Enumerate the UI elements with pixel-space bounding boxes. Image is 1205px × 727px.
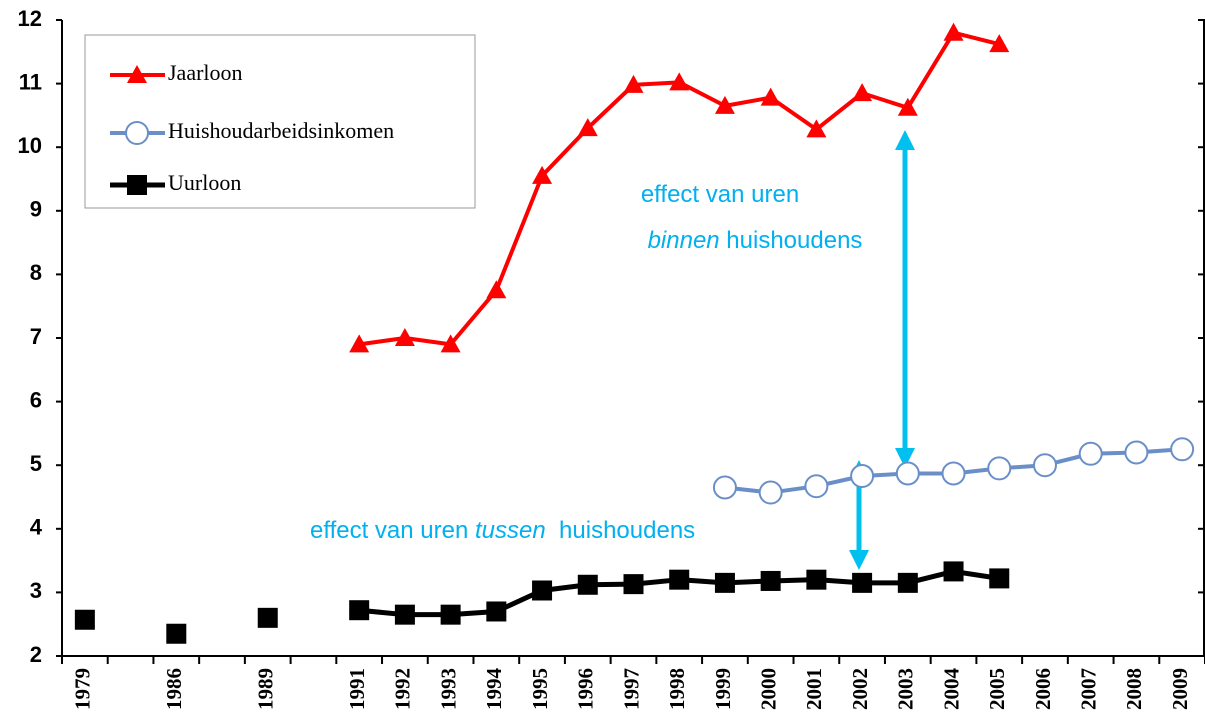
- marker: [804, 474, 829, 499]
- series: [349, 22, 1010, 353]
- marker: [623, 574, 644, 595]
- marker: [989, 34, 1010, 53]
- legend-marker: [125, 121, 149, 145]
- x-tick-label: 1998: [665, 668, 689, 710]
- marker: [1124, 440, 1149, 465]
- marker: [850, 464, 875, 489]
- x-tick-label: 1993: [436, 668, 460, 710]
- marker: [669, 569, 690, 590]
- annotation: binnen huishoudens: [648, 227, 863, 254]
- marker: [989, 568, 1010, 589]
- marker: [943, 22, 964, 41]
- x-tick-label: 2002: [848, 668, 872, 710]
- marker: [895, 461, 920, 486]
- x-tick-label: 2005: [985, 668, 1009, 710]
- annotation: effect van uren: [641, 181, 799, 208]
- legend-label: Huishoudarbeidsinkomen: [168, 118, 394, 143]
- x-tick-label: 1996: [574, 668, 598, 710]
- y-tick-label: 8: [30, 260, 42, 285]
- series: [74, 561, 1010, 644]
- legend-marker: [127, 65, 147, 83]
- marker: [758, 480, 783, 505]
- x-tick-label: 2001: [802, 668, 826, 710]
- marker: [532, 165, 553, 184]
- marker: [760, 87, 781, 106]
- y-tick-label: 5: [30, 451, 42, 476]
- marker: [257, 607, 278, 628]
- x-tick-label: 1991: [345, 668, 369, 710]
- x-tick-label: 2000: [756, 668, 780, 710]
- x-tick-label: 2007: [1077, 668, 1101, 710]
- legend-label: Uurloon: [168, 170, 241, 195]
- y-tick-label: 3: [30, 578, 42, 603]
- marker: [712, 475, 737, 500]
- legend-label: Jaarloon: [168, 60, 243, 85]
- x-tick-label: 1986: [162, 668, 186, 710]
- marker: [943, 561, 964, 582]
- marker: [806, 569, 827, 590]
- y-tick-label: 9: [30, 197, 42, 222]
- marker: [577, 118, 598, 137]
- marker: [1078, 441, 1103, 466]
- marker: [532, 580, 553, 601]
- x-tick-label: 2004: [939, 668, 963, 711]
- marker: [897, 97, 918, 116]
- x-tick-label: 1999: [711, 668, 735, 710]
- marker: [852, 572, 873, 593]
- marker: [486, 601, 507, 622]
- legend-box: [84, 34, 476, 209]
- marker: [760, 570, 781, 591]
- x-tick-label: 2009: [1168, 668, 1192, 710]
- legend-marker: [127, 175, 147, 195]
- marker: [394, 604, 415, 625]
- y-tick-label: 6: [30, 387, 42, 412]
- marker: [852, 83, 873, 102]
- marker: [486, 280, 507, 299]
- marker: [349, 334, 370, 353]
- series: [712, 437, 1195, 505]
- y-tick-label: 4: [30, 515, 43, 540]
- marker: [166, 623, 187, 644]
- marker: [440, 604, 461, 625]
- marker: [669, 72, 690, 91]
- marker: [394, 328, 415, 346]
- x-tick-label: 2008: [1122, 668, 1146, 710]
- marker: [714, 95, 735, 114]
- marker: [577, 574, 598, 595]
- marker: [1032, 453, 1057, 478]
- x-tick-label: 1992: [391, 668, 415, 710]
- marker: [1170, 437, 1195, 462]
- marker: [349, 600, 370, 621]
- marker: [897, 572, 918, 593]
- y-tick-label: 12: [18, 6, 42, 31]
- marker: [74, 609, 95, 630]
- marker: [941, 461, 966, 486]
- marker: [440, 334, 461, 353]
- x-tick-label: 1997: [619, 668, 643, 710]
- annotation: effect van uren tussen huishoudens: [310, 517, 695, 544]
- x-tick-label: 2006: [1031, 668, 1055, 710]
- x-tick-label: 1994: [482, 668, 506, 711]
- x-tick-label: 1979: [71, 668, 95, 710]
- marker: [623, 74, 644, 93]
- marker: [714, 572, 735, 593]
- y-tick-label: 11: [19, 69, 42, 94]
- marker: [987, 456, 1012, 481]
- y-tick-label: 7: [30, 324, 42, 349]
- marker: [806, 119, 827, 138]
- x-tick-label: 1995: [528, 668, 552, 710]
- y-tick-label: 2: [30, 642, 42, 667]
- x-tick-label: 2003: [894, 668, 918, 710]
- x-tick-label: 1989: [254, 668, 278, 710]
- y-tick-label: 10: [18, 133, 42, 158]
